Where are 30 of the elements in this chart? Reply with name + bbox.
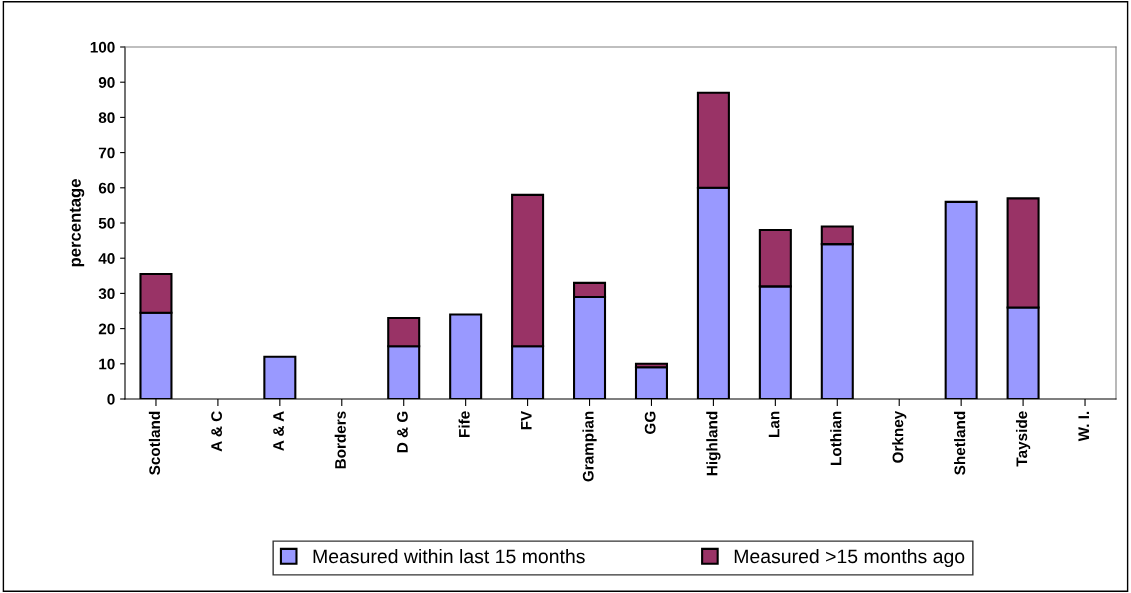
- x-tick-label: D & G: [397, 411, 408, 453]
- y-tick-label: 70: [98, 147, 115, 159]
- legend-label: Measured >15 months ago: [734, 548, 965, 568]
- x-tick-label: A & A: [273, 411, 284, 451]
- y-tick-label: 10: [99, 358, 115, 370]
- y-tick-label: 60: [98, 182, 115, 194]
- y-tick-label: 80: [98, 112, 115, 124]
- x-tick-label: W. I.: [1078, 411, 1089, 442]
- y-axis-title: percentage: [69, 179, 85, 267]
- x-tick-label: Borders: [334, 411, 346, 469]
- x-tick-label: A & C: [211, 411, 223, 452]
- x-tick-label: Scotland: [148, 411, 161, 475]
- y-tick-label: 50: [98, 217, 115, 229]
- x-tick-label: Lothian: [830, 411, 842, 465]
- x-tick-label: Grampian: [582, 411, 597, 482]
- y-tick-label: 40: [98, 253, 115, 264]
- y-tick-label: 90: [98, 77, 115, 88]
- y-tick-label: 0: [107, 393, 115, 405]
- x-tick-label: FV: [521, 410, 532, 430]
- x-tick-label: Tayside: [1015, 411, 1031, 467]
- x-tick-label: GG: [644, 411, 656, 434]
- y-tick-label: 30: [98, 288, 115, 300]
- y-tick-label: 100: [90, 41, 115, 53]
- x-tick-label: Shetland: [954, 411, 966, 475]
- x-tick-label: Highland: [706, 411, 721, 476]
- x-tick-label: Orkney: [892, 410, 907, 463]
- x-tick-label: Lan: [768, 411, 780, 437]
- legend-label: Measured within last 15 months: [313, 548, 585, 564]
- y-tick-label: 20: [98, 323, 115, 335]
- x-tick-label: Fife: [458, 411, 470, 437]
